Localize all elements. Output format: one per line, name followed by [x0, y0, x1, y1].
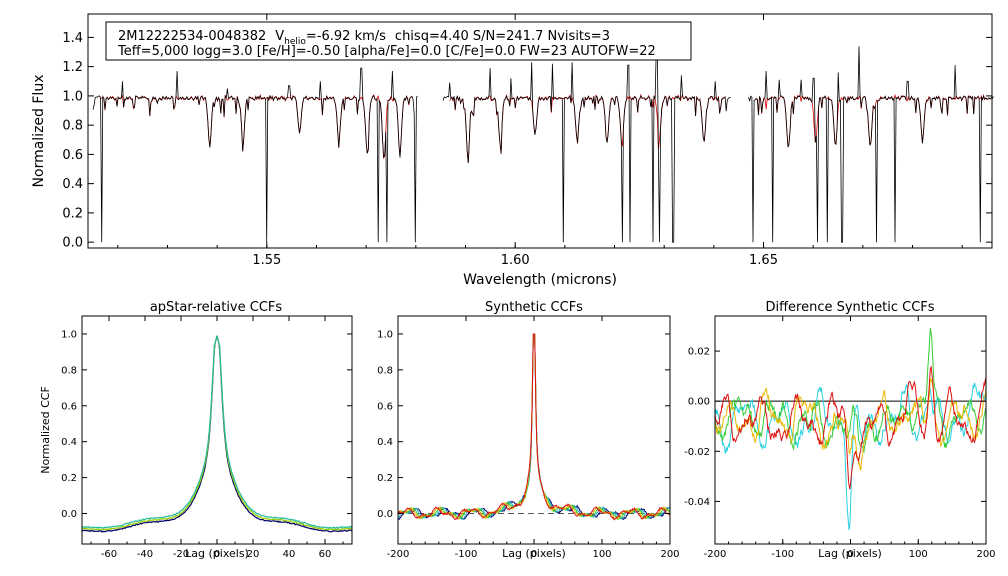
apstar-ccf-frame — [81, 315, 353, 545]
synthetic-ccf-ticks: -200 -100 0 100 200 0.0 0.2 0.4 0.6 0.8 1.0 — [377, 316, 680, 560]
synthetic-ccf-line-4 — [397, 333, 671, 520]
apstar-ccf-ylabel: Normalized CCF — [39, 386, 52, 474]
difference-ccf-panel: Difference Synthetic CCFs -200 -100 0 100 20… — [684, 300, 995, 560]
x-tick-label: 1.55 — [252, 253, 281, 268]
synthetic-ccf-xlabel: Lag (pixels) — [502, 547, 566, 560]
x-tick-label: 100 — [909, 549, 928, 560]
x-tick-label: -200 — [704, 549, 727, 560]
y-tick-label: 0.00 — [688, 397, 710, 408]
x-tick-label: 200 — [976, 549, 995, 560]
x-tick-label: 200 — [660, 549, 679, 560]
difference-ccf-title: Difference Synthetic CCFs — [765, 300, 934, 315]
synthetic-ccf-series — [397, 333, 671, 521]
annotation-line-2: Teff=5,000 logg=3.0 [Fe/H]=-0.50 [alpha/… — [117, 44, 656, 59]
y-tick-label: 0.0 — [61, 509, 77, 520]
spectrum-ticks: 1.55 1.60 1.65 0.0 0.2 0.4 0.6 0.8 1.0 1.2 1.4 — [62, 14, 992, 268]
y-tick-label: 0.8 — [61, 365, 77, 376]
spectrum-ylabel: Normalized Flux — [31, 75, 47, 188]
y-tick-label: 0.8 — [62, 119, 83, 134]
annotation-line-1: 2M12222534-0048382 Vhelio=-6.92 km/s chisq… — [118, 29, 610, 47]
difference-ccf-line-4 — [714, 365, 987, 490]
synthetic-ccf-panel: Synthetic CCFs -200 -100 0 100 200 0.0 0.2 0.4 0… — [377, 300, 679, 560]
y-tick-label: 0.6 — [377, 401, 393, 412]
y-tick-label: 0.2 — [61, 473, 77, 484]
observed-chip-2 — [442, 51, 731, 243]
y-tick-label: 0.0 — [377, 509, 393, 520]
x-tick-label: -20 — [173, 549, 189, 560]
star-id: 2M12222534-0048382 — [118, 29, 266, 44]
x-tick-label: -100 — [455, 549, 478, 560]
x-tick-label: 100 — [592, 549, 611, 560]
y-tick-label: 0.8 — [377, 365, 393, 376]
y-tick-label: 0.2 — [377, 473, 393, 484]
difference-ccf-xlabel: Lag (pixels) — [818, 547, 882, 560]
synthetic-ccf-line-2 — [397, 333, 671, 520]
observed-chip-1 — [92, 67, 418, 243]
y-tick-label: 0.4 — [62, 177, 83, 192]
y-tick-label: 0.6 — [61, 401, 77, 412]
spectrum-xlabel: Wavelength (microns) — [463, 272, 617, 288]
y-tick-label: 0.4 — [61, 437, 77, 448]
synthetic-ccf-title: Synthetic CCFs — [485, 300, 583, 315]
synthetic-spectrum-series — [99, 93, 988, 163]
x-tick-label: -40 — [137, 549, 153, 560]
apstar-ccf-panel: apStar-relative CCFs -60 -40 -20 0 20 40 60 0.0… — [39, 300, 353, 560]
y-tick-label: -0.02 — [684, 447, 710, 458]
y-tick-label: 0.4 — [377, 437, 393, 448]
difference-ccf-line-1 — [714, 382, 987, 531]
fit-stats: chisq=4.40 S/N=241.7 Nvisits=3 — [395, 29, 610, 44]
vhelio-value: =-6.92 km/s — [306, 29, 386, 44]
x-tick-label: 20 — [247, 549, 260, 560]
apstar-ccf-series — [81, 335, 353, 533]
apstar-ccf-title: apStar-relative CCFs — [150, 300, 283, 315]
y-tick-label: 1.4 — [62, 31, 83, 46]
annotation-frame — [105, 21, 692, 61]
x-tick-label: 60 — [319, 549, 332, 560]
synthetic-chip-2 — [449, 93, 726, 163]
vhelio-prefix: V — [275, 29, 284, 44]
x-tick-label: 40 — [283, 549, 296, 560]
y-tick-label: 1.0 — [377, 329, 393, 340]
x-tick-label: 1.65 — [749, 253, 778, 268]
y-tick-label: -0.04 — [684, 497, 710, 508]
synthetic-ccf-line-5 — [397, 333, 671, 521]
difference-ccf-ticks: -200 -100 0 100 200 -0.04 -0.02 0.00 0.02 — [684, 316, 996, 560]
apstar-ccf-ticks: -60 -40 -20 0 20 40 60 0.0 0.2 0.4 0.6 0.8 1.0 — [61, 316, 352, 560]
y-tick-label: 0.2 — [62, 206, 83, 221]
apstar-ccf-line-2 — [81, 335, 353, 531]
x-tick-label: -100 — [771, 549, 794, 560]
spectrum-panel: 1.55 1.60 1.65 0.0 0.2 0.4 0.6 0.8 1.0 1.2 1.4 Wav… — [31, 13, 994, 288]
y-tick-label: 1.2 — [62, 60, 83, 75]
x-tick-label: 0 — [847, 549, 853, 560]
synthetic-ccf-line-3 — [397, 333, 671, 520]
apstar-ccf-xlabel: Lag (pixels) — [185, 547, 249, 560]
y-tick-label: 0.0 — [62, 236, 83, 251]
synthetic-ccf-line-1 — [397, 333, 670, 521]
y-tick-label: 0.6 — [62, 148, 83, 163]
observed-chip-3 — [748, 46, 994, 243]
spectrum-annotation-box: 2M12222534-0048382 Vhelio=-6.92 km/s chisq… — [105, 21, 692, 61]
apstar-ccf-line-3 — [81, 335, 353, 529]
spectrum-plot-frame — [87, 13, 993, 249]
x-tick-label: 0 — [214, 549, 220, 560]
y-tick-label: 1.0 — [62, 89, 83, 104]
x-tick-label: -60 — [101, 549, 117, 560]
x-tick-label: -200 — [387, 549, 410, 560]
difference-ccf-line-2 — [714, 328, 987, 454]
apstar-ccf-line-1 — [82, 335, 353, 533]
x-tick-label: 1.60 — [501, 253, 530, 268]
x-tick-label: 0 — [531, 549, 537, 560]
difference-ccf-series — [714, 328, 987, 531]
y-tick-label: 1.0 — [61, 329, 77, 340]
difference-ccf-line-3 — [714, 378, 987, 471]
observed-spectrum-series — [92, 46, 994, 243]
vhelio-subscript: helio — [284, 37, 306, 47]
y-tick-label: 0.02 — [688, 347, 710, 358]
